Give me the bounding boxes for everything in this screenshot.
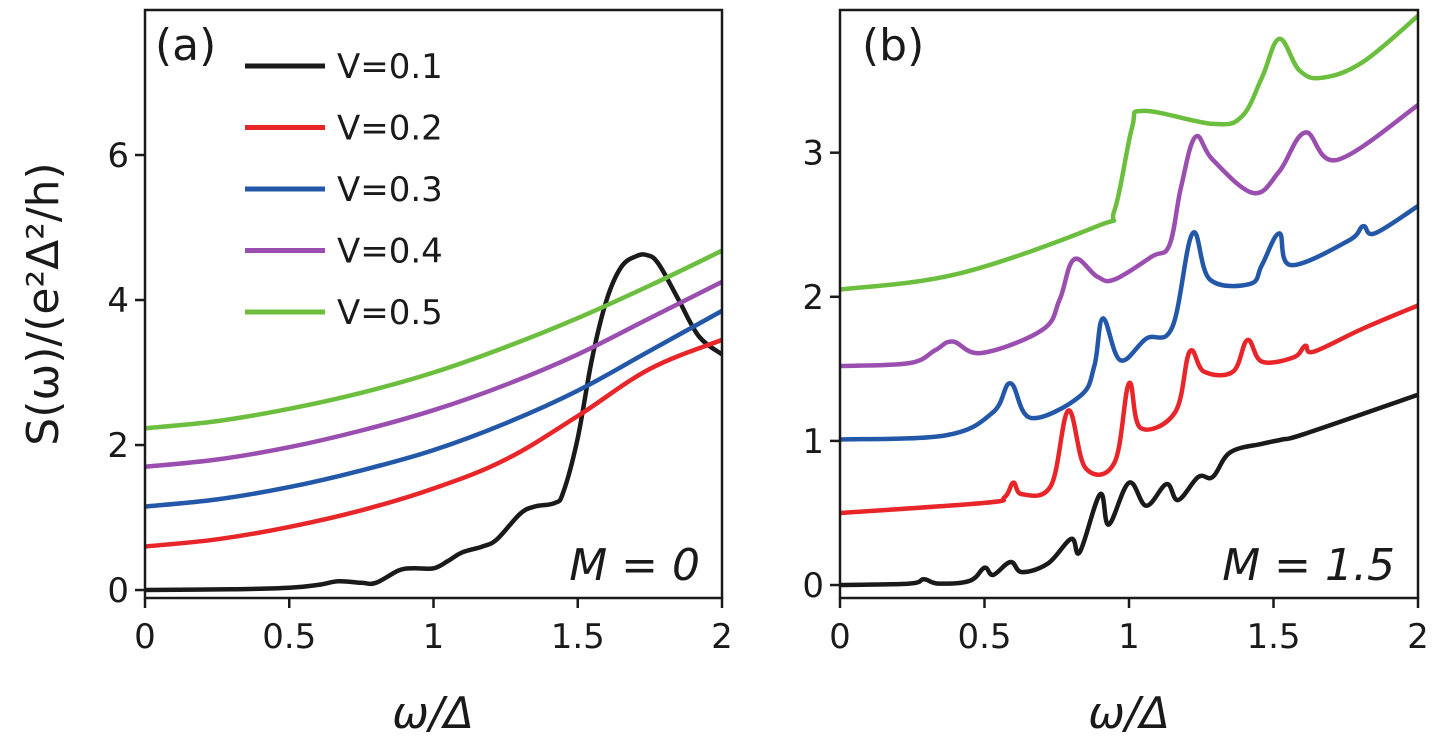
panel-b-xlabel: ω/Δ (1088, 688, 1170, 739)
panel-b-series-line-1 (839, 392, 1419, 588)
panel-a-ytick-label: 2 (107, 426, 129, 466)
panel-a-series-line-1 (144, 252, 724, 593)
panel-a-ytick-label: 4 (107, 281, 129, 321)
panel-a-plot: 0 0.5 1 1.5 2 0 2 4 6 (107, 8, 733, 657)
panel-b-label: (b) (862, 20, 924, 71)
panel-b-xtick-label: 1 (1118, 617, 1140, 657)
panel-b-xtick-label: 1.5 (1246, 617, 1300, 657)
panel-b-annotation: M = 1.5 (1222, 540, 1395, 591)
panel-a-ylabel: S(ω)/(e²Δ²/h) (18, 162, 69, 445)
panel-b-ytick-label: 3 (802, 134, 824, 174)
panel-a-xtick-label: 0 (134, 617, 156, 657)
panel-b-series-line-2 (839, 303, 1419, 516)
panel-b: 0 0.5 1 1.5 2 0 1 2 3 (b) M = 1.5 ω/Δ (802, 8, 1429, 739)
panel-b-series-line-5 (839, 14, 1420, 292)
panel-a-series-line-4 (144, 279, 724, 470)
panel-a-ytick-label: 6 (107, 136, 129, 176)
panel-a-series-line-2 (144, 337, 723, 549)
legend-label: V=0.2 (337, 109, 443, 149)
panel-b-ytick-label: 2 (802, 278, 824, 318)
panel-b-plot: 0 0.5 1 1.5 2 0 1 2 3 (802, 8, 1429, 657)
panel-b-ytick-label: 0 (802, 566, 824, 606)
panel-a-ytick-label: 0 (107, 571, 129, 611)
panel-b-axes-frame (838, 8, 1420, 600)
panel-a-annotation: M = 0 (569, 540, 700, 591)
panel-b-series-line-3 (839, 204, 1420, 442)
panel-b-xtick-label: 2 (1407, 617, 1429, 657)
legend-label: V=0.1 (337, 47, 443, 87)
panel-a-xtick-label: 1.5 (551, 617, 605, 657)
panel-a-xlabel: ω/Δ (392, 688, 474, 739)
panel-a-label: (a) (155, 20, 216, 71)
panel-a-xtick-label: 0.5 (262, 617, 316, 657)
panel-b-series-line-4 (839, 103, 1420, 369)
panel-b-ytick-label: 1 (802, 422, 824, 462)
panel-b-xtick-label: 0 (829, 617, 851, 657)
panel-a-series-line-3 (144, 308, 724, 509)
panel-a-xtick-label: 2 (711, 617, 733, 657)
panel-a-series-line-5 (144, 248, 723, 431)
panel-b-xtick-label: 0.5 (957, 617, 1011, 657)
panel-a: 0 0.5 1 1.5 2 0 2 4 6 (a) M = 0 ω/Δ S(ω)/(e²Δ²/h… (18, 8, 733, 739)
legend: V=0.1 V=0.2 V=0.3 V=0.4 V=0.5 (245, 47, 443, 333)
panel-a-xtick-label: 1 (423, 617, 445, 657)
legend-label: V=0.3 (337, 170, 443, 210)
legend-label: V=0.5 (337, 293, 443, 333)
legend-label: V=0.4 (337, 232, 443, 272)
